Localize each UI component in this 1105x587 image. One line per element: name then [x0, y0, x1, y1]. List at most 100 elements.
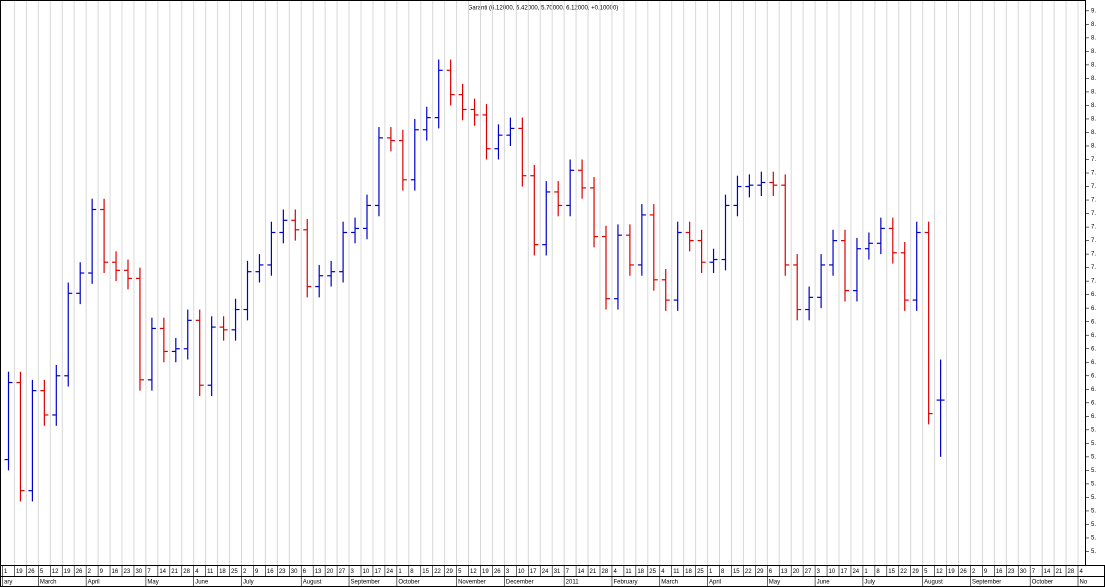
y-tick-label: 6.	[1091, 319, 1096, 325]
x-tick-label: 7	[1032, 569, 1036, 575]
x-tick-label: 6	[303, 569, 307, 575]
chart-title: Garanti (6.12000, 6.42000, 5.70000, 6.12…	[468, 6, 619, 12]
month-label: May	[769, 580, 780, 586]
x-tick-label: 18	[219, 569, 226, 575]
x-tick-label: 14	[159, 569, 166, 575]
x-tick-label: 24	[386, 569, 393, 575]
y-tick-label: 5.	[1091, 481, 1096, 487]
x-tick-label: 7	[147, 569, 151, 575]
x-tick-label: 20	[327, 569, 334, 575]
x-tick-label: 27	[805, 569, 812, 575]
x-tick-label: 6	[769, 569, 773, 575]
x-tick-label: 24	[542, 569, 549, 575]
x-tick-label: 10	[363, 569, 370, 575]
x-tick-label: 10	[829, 569, 836, 575]
x-tick-label: 13	[781, 569, 788, 575]
x-tick-label: 9	[100, 569, 104, 575]
x-tick-label: 26	[494, 569, 501, 575]
x-tick-label: 16	[996, 569, 1003, 575]
month-label: March	[40, 580, 57, 586]
y-tick-label: 6.	[1091, 373, 1096, 379]
x-tick-label: 10	[518, 569, 525, 575]
x-tick-label: 1	[4, 569, 8, 575]
y-tick-label: 5.	[1091, 454, 1096, 460]
x-tick-label: 17	[841, 569, 848, 575]
month-label: August	[924, 580, 943, 586]
y-tick-label: 9.	[1091, 8, 1096, 14]
y-tick-label: 8.	[1091, 130, 1096, 136]
y-tick-label: 5.	[1091, 468, 1096, 474]
y-tick-label: 7.	[1091, 211, 1096, 217]
x-tick-label: 19	[64, 569, 71, 575]
y-tick-label: 5.	[1091, 549, 1096, 555]
x-tick-label: 17	[374, 569, 381, 575]
x-tick-label: 9	[255, 569, 259, 575]
x-tick-label: 16	[112, 569, 119, 575]
y-tick-label: 7.	[1091, 198, 1096, 204]
y-tick-label: 6.	[1091, 387, 1096, 393]
month-label: May	[147, 580, 158, 586]
y-tick-label: 8.	[1091, 103, 1096, 109]
x-tick-label: 7	[566, 569, 570, 575]
y-tick-label: 7.	[1091, 171, 1096, 177]
month-label: ary	[4, 580, 12, 586]
x-tick-label: 4	[1080, 569, 1084, 575]
x-tick-label: 25	[231, 569, 238, 575]
x-tick-label: 31	[554, 569, 561, 575]
month-label: September	[351, 580, 380, 586]
y-tick-label: 7.	[1091, 157, 1096, 163]
month-label: July	[243, 580, 254, 586]
x-tick-label: 24	[852, 569, 859, 575]
x-tick-label: 3	[506, 569, 510, 575]
y-tick-label: 7.	[1091, 238, 1096, 244]
y-tick-label: 6.	[1091, 400, 1096, 406]
x-tick-label: 17	[530, 569, 537, 575]
x-tick-label: 8	[410, 569, 414, 575]
y-tick-label: 6.	[1091, 346, 1096, 352]
y-tick-label: 7.	[1091, 225, 1096, 231]
y-tick-label: 7.	[1091, 265, 1096, 271]
x-tick-label: 5	[924, 569, 928, 575]
x-tick-label: 23	[1008, 569, 1015, 575]
x-tick-label: 2	[972, 569, 976, 575]
x-tick-label: 4	[195, 569, 199, 575]
month-label: February	[613, 580, 637, 586]
x-tick-label: 16	[267, 569, 274, 575]
y-tick-label: 6.	[1091, 414, 1096, 420]
x-tick-label: 19	[16, 569, 23, 575]
y-tick-label: 8.	[1091, 22, 1096, 28]
x-tick-label: 5	[458, 569, 462, 575]
x-tick-label: 26	[76, 569, 83, 575]
x-tick-label: 22	[745, 569, 752, 575]
x-tick-label: 3	[817, 569, 821, 575]
x-tick-label: 4	[661, 569, 665, 575]
x-tick-label: 26	[28, 569, 35, 575]
x-tick-label: 11	[673, 569, 680, 575]
x-tick-label: 30	[1020, 569, 1027, 575]
y-tick-label: 7.	[1091, 184, 1096, 190]
y-tick-label: 5.	[1091, 536, 1096, 542]
y-tick-label: 5.	[1091, 441, 1096, 447]
month-label: July	[864, 580, 875, 586]
month-label: June	[195, 580, 209, 586]
x-tick-label: 21	[1056, 569, 1063, 575]
x-tick-label: 8	[721, 569, 725, 575]
y-tick-label: 8.	[1091, 144, 1096, 150]
y-tick-label: 5.	[1091, 427, 1096, 433]
x-tick-label: 3	[351, 569, 355, 575]
x-tick-label: 23	[124, 569, 131, 575]
y-tick-label: 7.	[1091, 279, 1096, 285]
x-tick-label: 12	[52, 569, 59, 575]
x-tick-label: 19	[948, 569, 955, 575]
x-tick-label: 15	[422, 569, 429, 575]
x-tick-label: 15	[888, 569, 895, 575]
y-tick-label: 5.	[1091, 522, 1096, 528]
x-tick-label: 23	[279, 569, 286, 575]
y-tick-label: 8.	[1091, 49, 1096, 55]
x-tick-label: 8	[876, 569, 880, 575]
y-tick-label: 5.	[1091, 495, 1096, 501]
month-label: 2011	[566, 580, 580, 586]
month-label: November	[458, 580, 486, 586]
y-tick-label: 8.	[1091, 76, 1096, 82]
